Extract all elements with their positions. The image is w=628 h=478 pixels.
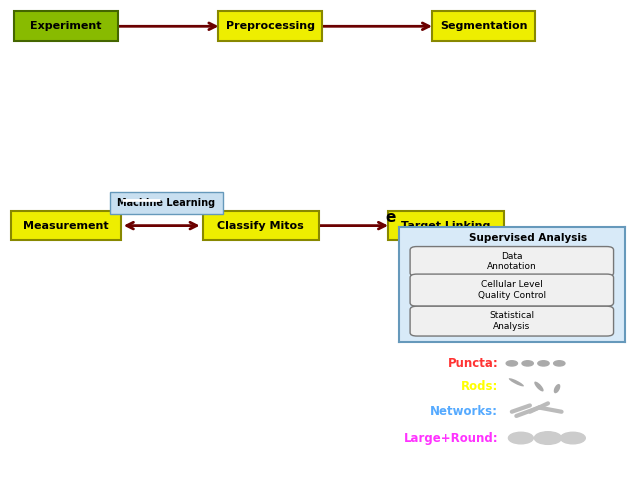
Ellipse shape (509, 378, 524, 386)
Text: Classify Mitos: Classify Mitos (217, 221, 304, 230)
Text: Puncta:: Puncta: (448, 357, 498, 370)
FancyBboxPatch shape (410, 306, 614, 336)
Text: 10 μm: 10 μm (546, 182, 577, 191)
Text: d: d (19, 243, 30, 258)
Circle shape (534, 432, 561, 445)
Circle shape (522, 361, 533, 366)
FancyBboxPatch shape (387, 211, 504, 240)
Ellipse shape (534, 381, 544, 391)
Text: a: a (11, 41, 21, 55)
Text: Target Linking: Target Linking (401, 221, 490, 230)
Text: Measurement: Measurement (23, 221, 109, 230)
Text: Cellular Level
Quality Control: Cellular Level Quality Control (478, 281, 546, 300)
Circle shape (560, 432, 585, 444)
Text: f: f (385, 329, 392, 345)
Text: 10 μm: 10 μm (266, 417, 297, 425)
Text: Segmentation: Segmentation (440, 22, 528, 31)
Circle shape (554, 361, 565, 366)
Text: Large+Round:: Large+Round: (404, 432, 498, 445)
Circle shape (538, 361, 549, 366)
Text: Networks:: Networks: (430, 405, 498, 418)
FancyBboxPatch shape (410, 274, 614, 306)
Text: Statistical
Analysis: Statistical Analysis (489, 312, 534, 331)
Text: e: e (385, 210, 396, 225)
Text: Rods:: Rods: (461, 380, 498, 393)
Text: 2 μm: 2 μm (571, 348, 588, 354)
Text: c: c (408, 41, 417, 55)
FancyBboxPatch shape (410, 247, 614, 276)
Text: 10 μm: 10 μm (323, 182, 355, 191)
Text: Supervised Analysis: Supervised Analysis (468, 233, 587, 243)
Text: Data
Annotation: Data Annotation (487, 252, 537, 271)
Circle shape (509, 432, 533, 444)
Text: Machine Learning: Machine Learning (117, 198, 215, 207)
Text: b: b (208, 41, 220, 55)
FancyBboxPatch shape (219, 11, 322, 41)
Circle shape (506, 361, 517, 366)
FancyBboxPatch shape (202, 211, 319, 240)
Text: 10 μm: 10 μm (126, 182, 157, 191)
Text: Preprocessing: Preprocessing (225, 22, 315, 31)
Ellipse shape (554, 384, 560, 393)
FancyBboxPatch shape (432, 11, 535, 41)
FancyBboxPatch shape (11, 211, 121, 240)
FancyBboxPatch shape (110, 192, 224, 214)
Text: Experiment: Experiment (30, 22, 102, 31)
FancyBboxPatch shape (14, 11, 118, 41)
